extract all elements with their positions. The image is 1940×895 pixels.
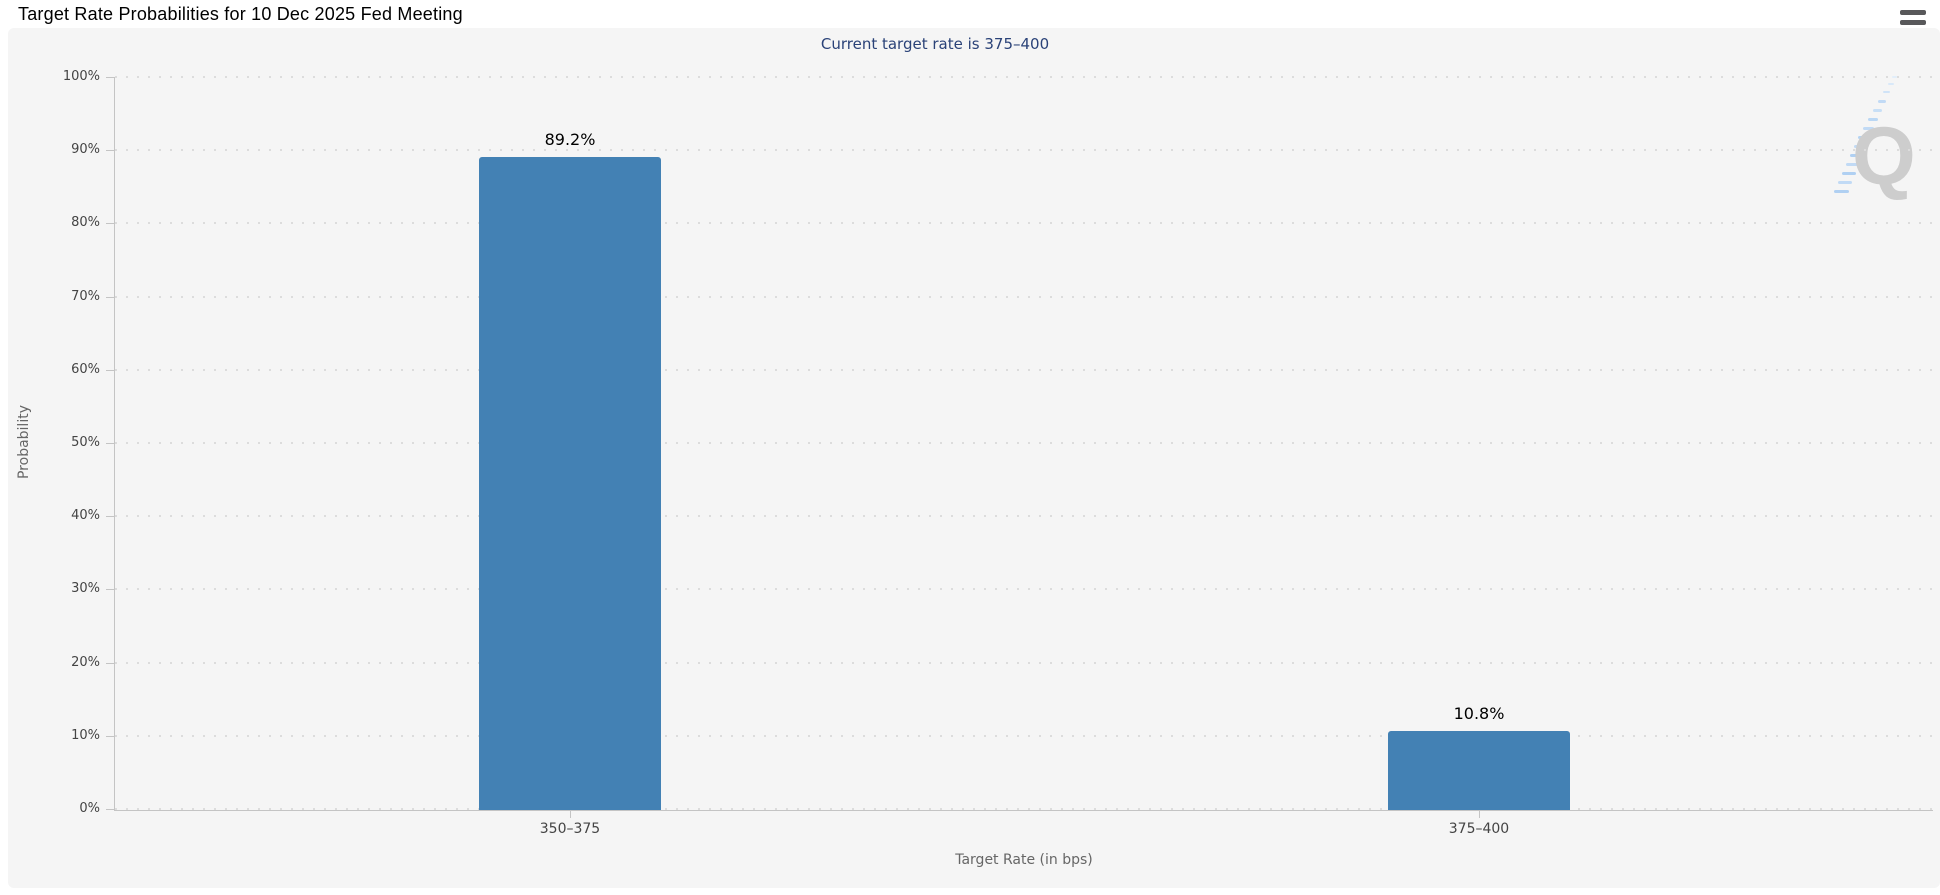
bar-value-label: 89.2%	[544, 130, 596, 149]
gridline	[115, 442, 1933, 444]
x-axis-tick	[570, 810, 571, 818]
y-axis-tick	[106, 663, 115, 664]
gridline	[115, 222, 1933, 224]
y-axis-tick-label: 10%	[71, 728, 100, 743]
gridline	[115, 808, 1933, 810]
gridline	[115, 149, 1933, 151]
x-axis-category-label: 375–400	[1448, 821, 1510, 837]
chart-bar[interactable]	[479, 157, 661, 810]
chart-subtitle: Current target rate is 375–400	[820, 35, 1050, 53]
chart-container: Current target rate is 375–400 Probabili…	[8, 28, 1940, 888]
quikstrike-watermark-logo: Q	[1834, 76, 1916, 202]
x-axis-line	[114, 810, 1933, 811]
bar-value-label: 10.8%	[1453, 704, 1505, 723]
y-axis-tick-label: 50%	[71, 435, 100, 450]
hamburger-bar	[1900, 19, 1926, 25]
y-axis-tick-label: 20%	[71, 655, 100, 670]
y-axis-tick	[106, 223, 115, 224]
y-axis-line	[114, 78, 115, 810]
y-axis-tick	[106, 736, 115, 737]
x-axis-tick	[1479, 810, 1480, 818]
watermark-q-letter: Q	[1852, 111, 1916, 202]
y-axis-tick-label: 70%	[71, 289, 100, 304]
y-axis-tick-label: 60%	[71, 362, 100, 377]
y-axis-tick	[106, 809, 115, 810]
gridline	[115, 76, 1933, 78]
y-axis-tick-label: 80%	[71, 215, 100, 230]
watermark-blue-swoosh	[1834, 76, 1897, 193]
gridline	[115, 735, 1933, 737]
gridline	[115, 369, 1933, 371]
gridline	[115, 662, 1933, 664]
gridline	[115, 515, 1933, 517]
y-axis-tick-label: 0%	[79, 801, 100, 816]
y-axis-tick	[106, 443, 115, 444]
y-axis-tick-label: 40%	[71, 508, 100, 523]
y-axis-tick	[106, 77, 115, 78]
gridline	[115, 588, 1933, 590]
y-axis-tick	[106, 370, 115, 371]
gridline	[115, 296, 1933, 298]
y-axis-tick	[106, 150, 115, 151]
x-axis-category-label: 350–375	[539, 821, 601, 837]
y-axis-tick	[106, 589, 115, 590]
x-axis-title: Target Rate (in bps)	[955, 852, 1093, 868]
hamburger-bar	[1900, 10, 1926, 15]
y-axis-tick-label: 90%	[71, 142, 100, 157]
page-title: Target Rate Probabilities for 10 Dec 202…	[18, 4, 463, 24]
y-axis-tick-label: 100%	[62, 69, 100, 84]
chart-bar[interactable]	[1388, 731, 1570, 810]
y-axis-tick-label: 30%	[71, 581, 100, 596]
y-axis-tick	[106, 516, 115, 517]
y-axis-tick	[106, 297, 115, 298]
